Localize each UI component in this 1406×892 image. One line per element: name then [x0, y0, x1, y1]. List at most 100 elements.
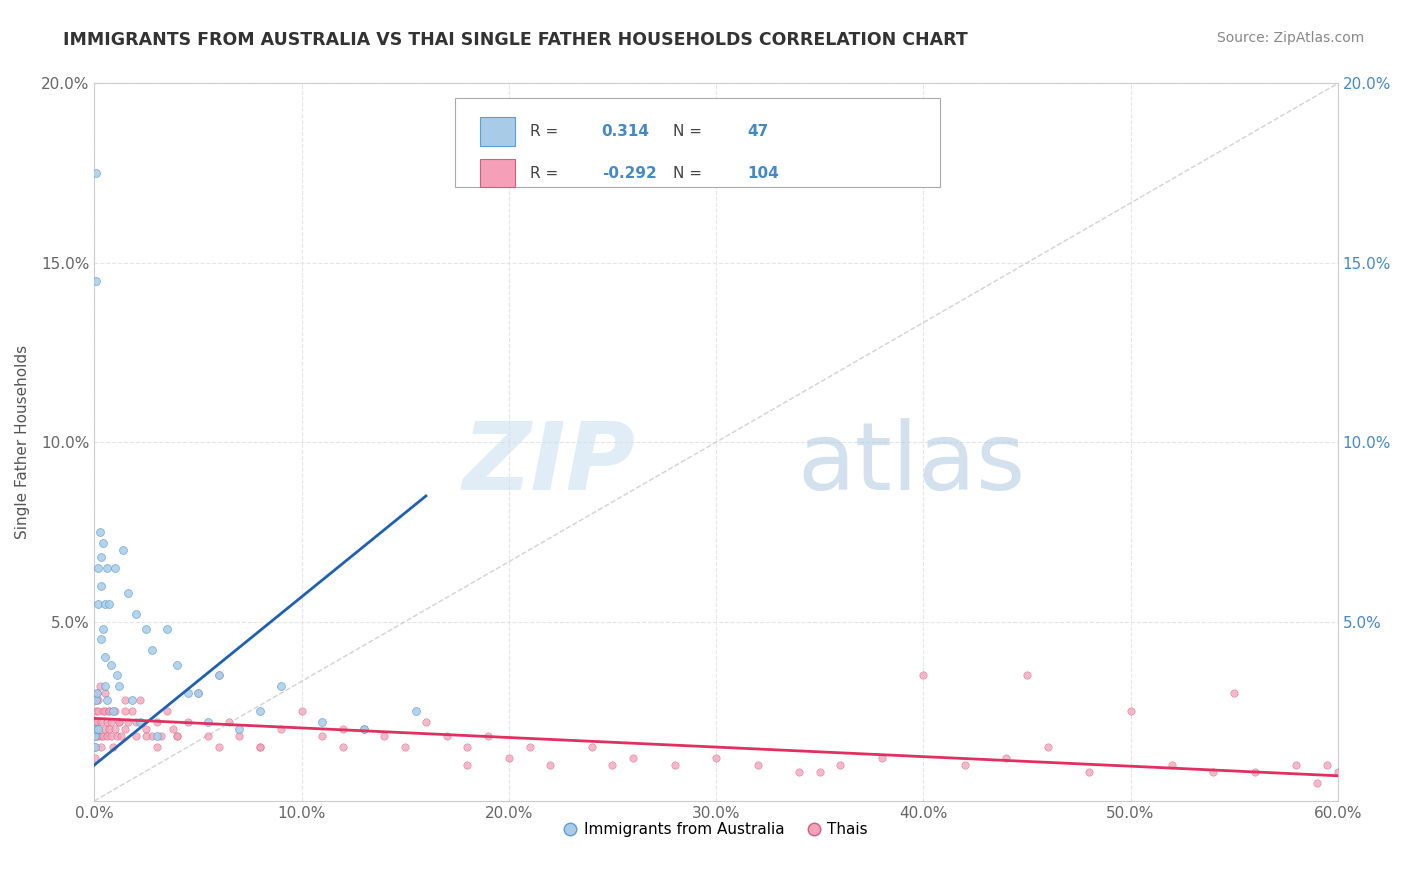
Point — [90, 632, 112, 647]
Point — [114, 693, 136, 707]
Point — [104, 722, 127, 736]
Point — [86, 722, 108, 736]
Point — [117, 586, 139, 600]
Point — [87, 704, 110, 718]
Point — [125, 714, 148, 729]
Point — [84, 693, 107, 707]
Point — [110, 729, 132, 743]
Point — [108, 714, 131, 729]
Point — [105, 668, 128, 682]
Point — [105, 729, 128, 743]
Point — [208, 668, 231, 682]
Point — [415, 714, 437, 729]
Point — [621, 751, 644, 765]
Point — [100, 729, 122, 743]
Point — [456, 758, 478, 772]
Text: -0.292: -0.292 — [602, 166, 657, 180]
Point — [145, 729, 167, 743]
Point — [519, 740, 541, 755]
Point — [477, 729, 499, 743]
Point — [664, 758, 686, 772]
Text: Source: ZipAtlas.com: Source: ZipAtlas.com — [1216, 31, 1364, 45]
Point — [100, 657, 122, 672]
Point — [156, 622, 179, 636]
Point — [1223, 686, 1246, 700]
Point — [208, 668, 231, 682]
Text: 47: 47 — [747, 124, 769, 139]
Point — [93, 686, 115, 700]
Point — [228, 722, 250, 736]
Point — [125, 729, 148, 743]
Point — [953, 758, 976, 772]
Point — [787, 765, 810, 780]
Point — [208, 740, 231, 755]
Point — [84, 729, 107, 743]
Point — [93, 650, 115, 665]
Point — [97, 704, 120, 718]
Point — [145, 740, 167, 755]
Point — [290, 704, 312, 718]
Point — [1202, 765, 1225, 780]
Point — [84, 722, 107, 736]
Point — [270, 722, 292, 736]
Point — [311, 714, 333, 729]
Point — [394, 740, 416, 755]
Point — [87, 560, 110, 574]
Point — [581, 740, 603, 755]
Point — [90, 714, 112, 729]
Point — [93, 679, 115, 693]
Point — [405, 704, 427, 718]
Point — [86, 686, 108, 700]
Point — [145, 714, 167, 729]
Point — [1119, 704, 1142, 718]
Point — [84, 740, 107, 755]
Point — [141, 729, 163, 743]
Text: N =: N = — [672, 166, 706, 180]
Point — [90, 729, 112, 743]
Point — [166, 657, 188, 672]
Point — [1285, 758, 1308, 772]
Point — [96, 693, 118, 707]
Point — [86, 686, 108, 700]
Point — [249, 740, 271, 755]
Point — [197, 714, 219, 729]
Point — [121, 693, 143, 707]
Point — [87, 597, 110, 611]
Point — [93, 722, 115, 736]
Point — [311, 729, 333, 743]
Text: 104: 104 — [747, 166, 779, 180]
Point — [97, 722, 120, 736]
Point — [353, 722, 375, 736]
Point — [176, 686, 198, 700]
Point — [830, 758, 852, 772]
Point — [228, 729, 250, 743]
Point — [86, 274, 108, 288]
Y-axis label: Single Father Households: Single Father Households — [15, 345, 30, 540]
Point — [91, 704, 114, 718]
Point — [114, 704, 136, 718]
Point — [373, 729, 395, 743]
Point — [1015, 668, 1038, 682]
Point — [90, 740, 112, 755]
Point — [1326, 765, 1348, 780]
Point — [538, 758, 561, 772]
Point — [218, 714, 240, 729]
Point — [995, 751, 1018, 765]
Point — [117, 714, 139, 729]
Point — [84, 714, 107, 729]
Point — [87, 729, 110, 743]
Point — [91, 622, 114, 636]
Point — [162, 722, 184, 736]
Point — [83, 729, 105, 743]
Text: R =: R = — [530, 166, 562, 180]
Point — [456, 740, 478, 755]
Point — [91, 535, 114, 549]
Point — [249, 704, 271, 718]
Point — [86, 166, 108, 180]
Bar — [479, 117, 515, 146]
Point — [89, 679, 111, 693]
Point — [129, 693, 152, 707]
Point — [112, 542, 135, 557]
Point — [96, 729, 118, 743]
Point — [104, 560, 127, 574]
